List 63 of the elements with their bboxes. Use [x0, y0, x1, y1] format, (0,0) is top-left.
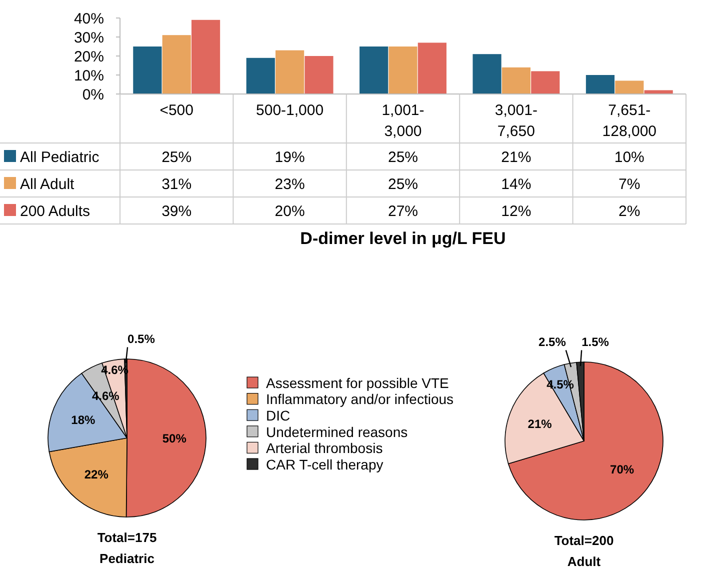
- text: 25%: [162, 148, 192, 166]
- legend-label: Undetermined reasons: [266, 424, 408, 440]
- legend-label: CAR T-cell therapy: [266, 456, 384, 472]
- bar: [388, 46, 418, 94]
- y-tick-label: 0%: [82, 86, 104, 104]
- legend-label: All Adult: [20, 176, 76, 193]
- bar: [418, 42, 446, 94]
- x-axis-title: D-dimer level in μg/L FEU: [300, 229, 506, 248]
- bar: [304, 56, 334, 94]
- text: Adult: [567, 554, 602, 568]
- bar: [615, 80, 644, 94]
- text: 20%: [274, 202, 305, 220]
- x-tick-label: 500-1,000: [256, 102, 324, 119]
- text: 21%: [501, 148, 532, 166]
- x-tick-label: <500: [160, 102, 194, 119]
- x-tick-label: 7,651-128,000: [602, 102, 657, 140]
- bar: [276, 50, 304, 94]
- text: 10%: [614, 148, 644, 166]
- legend-label: Arterial thrombosis: [266, 440, 383, 456]
- y-tick-label: 40%: [74, 10, 104, 28]
- text: 12%: [501, 202, 532, 220]
- bar: [644, 90, 673, 94]
- text: 27%: [388, 202, 418, 220]
- x-tick-label: 1,001-3,000: [382, 102, 424, 140]
- data-label: 1.5%: [582, 335, 610, 350]
- data-label: 70%: [610, 462, 634, 476]
- legend-label: Inflammatory and/or infectious: [266, 391, 454, 408]
- pie-slice: [508, 362, 664, 520]
- bar: [162, 35, 191, 94]
- legend-label: DIC: [266, 408, 290, 424]
- text: Total=175: [97, 530, 157, 545]
- text: 39%: [162, 202, 192, 220]
- bar: [133, 46, 162, 94]
- bar: [472, 54, 502, 94]
- text: 7%: [618, 176, 640, 193]
- text: 25%: [388, 148, 418, 166]
- data-label: 0.5%: [128, 332, 156, 346]
- data-label: 21%: [528, 417, 552, 432]
- legend-label: 200 Adults: [20, 202, 90, 220]
- y-tick-label: 30%: [74, 29, 104, 46]
- y-tick-label: 10%: [74, 67, 104, 84]
- text: 23%: [274, 176, 305, 193]
- text: 14%: [501, 176, 532, 193]
- text: 25%: [388, 176, 418, 193]
- data-label: 18%: [71, 413, 96, 428]
- y-tick-label: 20%: [74, 48, 104, 66]
- bar: [586, 75, 615, 94]
- bar: [502, 67, 530, 94]
- data-label: 2.5%: [538, 335, 566, 350]
- bar: [191, 20, 220, 94]
- text: 19%: [274, 148, 305, 166]
- text: Total=200: [554, 533, 614, 548]
- text: 2%: [618, 202, 640, 220]
- legend-label: Assessment for possible VTE: [266, 374, 449, 391]
- data-label: 22%: [84, 467, 109, 482]
- bar: [531, 71, 560, 94]
- data-label: 50%: [162, 431, 187, 446]
- bar: [360, 46, 388, 94]
- bar: [246, 58, 275, 94]
- legend-label: All Pediatric: [20, 148, 100, 166]
- x-tick-label: 3,001-7,650: [494, 102, 538, 140]
- text: 31%: [162, 176, 192, 193]
- text: Pediatric: [100, 551, 154, 566]
